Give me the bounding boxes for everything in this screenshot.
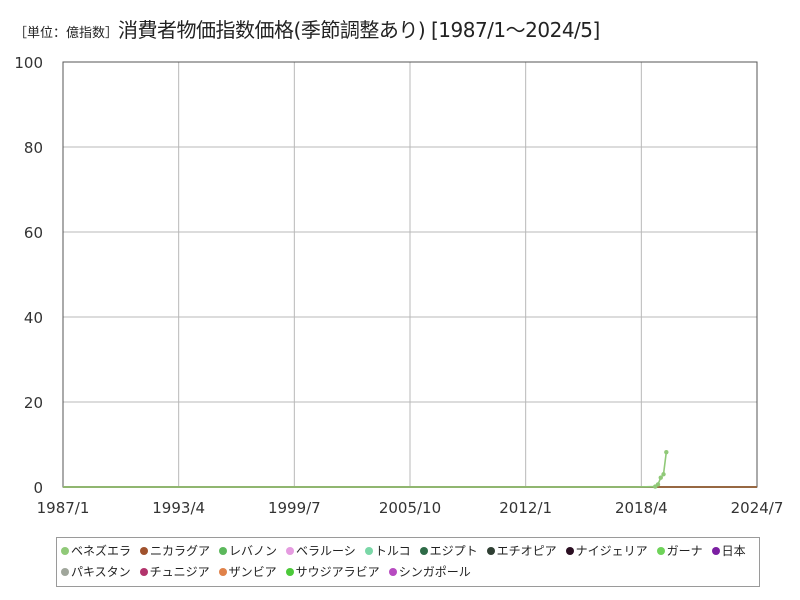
legend-label: チュニジア — [149, 565, 210, 579]
chart-title-area: ［単位：億指数］消費者物価指数価格(季節調整あり) [1987/1〜2024/5… — [14, 14, 600, 43]
legend-item: サウジアラビア — [285, 562, 380, 583]
legend-marker-icon — [219, 547, 228, 555]
legend-label: ザンビア — [228, 565, 277, 579]
y-tick-label: 80 — [24, 139, 43, 157]
legend-marker-icon — [140, 547, 149, 555]
legend-label: ベラルーシ — [296, 544, 356, 558]
data-point — [661, 472, 666, 477]
y-tick-label: 100 — [14, 54, 43, 72]
legend-item: ニカラグア — [140, 541, 210, 562]
legend-label: シンガポール — [398, 565, 471, 579]
data-point — [655, 482, 661, 487]
legend-marker-icon — [364, 547, 373, 555]
unit-label: ［単位：億指数］ — [14, 26, 119, 41]
chart-legend: ベネズエラ ニカラグア レバノン ベラルーシ トルコ エジプト エチオピア ナイジェリア ガーナ… — [56, 537, 760, 587]
y-tick-label: 20 — [24, 394, 43, 412]
legend-marker-icon — [61, 568, 69, 576]
x-tick-label: 2018/4 — [615, 499, 668, 517]
legend-item: エチオピア — [486, 541, 557, 562]
x-tick-label: 1993/4 — [152, 499, 205, 517]
legend-item: チュニジア — [139, 562, 210, 583]
legend-item: 日本 — [711, 541, 746, 562]
legend-label: ベネズエラ — [71, 544, 132, 558]
legend-item: ザンビア — [218, 562, 277, 583]
data-point — [658, 475, 663, 480]
legend-marker-icon — [218, 568, 227, 576]
legend-marker-icon — [285, 568, 294, 576]
y-tick-label: 60 — [24, 224, 43, 242]
legend-item: エジプト — [419, 541, 478, 562]
legend-label: トルコ — [374, 544, 411, 558]
legend-label: レバノン — [229, 544, 278, 558]
legend-label: ナイジェリア — [575, 544, 648, 558]
x-tick-label: 1987/1 — [37, 499, 90, 517]
legend-label: 日本 — [721, 544, 746, 558]
legend-item: ガーナ — [656, 541, 703, 562]
legend-item: シンガポール — [388, 562, 471, 583]
legend-label: ガーナ — [666, 544, 703, 558]
legend-marker-icon — [656, 547, 665, 555]
legend-marker-icon — [139, 568, 148, 576]
legend-item: パキスタン — [61, 562, 131, 583]
data-point — [664, 449, 669, 455]
y-tick-label: 0 — [33, 479, 43, 497]
x-tick-label: 2005/10 — [379, 499, 441, 517]
x-tick-label: 1999/7 — [268, 499, 321, 517]
legend-item: ベネズエラ — [61, 541, 131, 562]
legend-marker-icon — [565, 547, 574, 555]
y-tick-label: 40 — [24, 309, 43, 327]
legend-item: ナイジェリア — [565, 541, 648, 562]
legend-marker-icon — [61, 547, 69, 555]
legend-label: ニカラグア — [150, 544, 211, 558]
legend-marker-icon — [711, 547, 720, 555]
legend-item: トルコ — [364, 541, 411, 562]
legend-item: レバノン — [219, 541, 277, 562]
x-tick-label: 2012/1 — [499, 499, 552, 517]
legend-marker-icon — [486, 547, 495, 555]
chart-title: 消費者物価指数価格(季節調整あり) [1987/1〜2024/5] — [118, 18, 600, 42]
legend-label: エチオピア — [496, 544, 557, 558]
legend-marker-icon — [286, 547, 295, 555]
legend-marker-icon — [388, 568, 397, 576]
legend-label: パキスタン — [71, 565, 131, 579]
legend-item: ベラルーシ — [286, 541, 356, 562]
legend-label: サウジアラビア — [295, 565, 380, 579]
legend-marker-icon — [419, 547, 428, 555]
x-tick-label: 2024/7 — [731, 499, 784, 517]
legend-label: エジプト — [429, 544, 478, 558]
